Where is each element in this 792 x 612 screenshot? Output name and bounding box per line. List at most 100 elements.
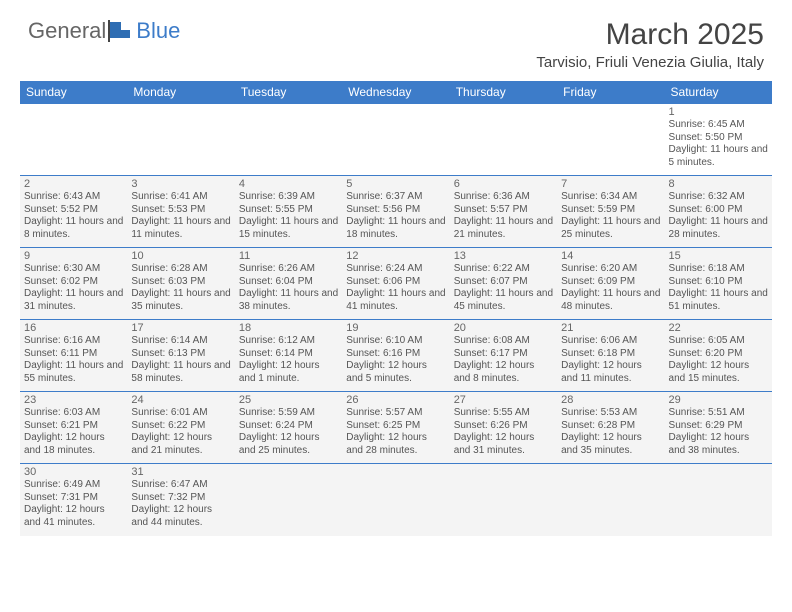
day-info: Sunrise: 6:22 AMSunset: 6:07 PMDaylight:… bbox=[454, 263, 553, 313]
day-info: Sunrise: 6:24 AMSunset: 6:06 PMDaylight:… bbox=[346, 263, 445, 313]
day-number: 8 bbox=[669, 178, 768, 190]
calendar-cell: 16Sunrise: 6:16 AMSunset: 6:11 PMDayligh… bbox=[20, 320, 127, 392]
calendar-cell: 8Sunrise: 6:32 AMSunset: 6:00 PMDaylight… bbox=[665, 176, 772, 248]
day-number: 17 bbox=[131, 322, 230, 334]
calendar-cell: 19Sunrise: 6:10 AMSunset: 6:16 PMDayligh… bbox=[342, 320, 449, 392]
sunrise-text: Sunrise: 6:41 AM bbox=[131, 191, 230, 204]
daylight-text: Daylight: 11 hours and 55 minutes. bbox=[24, 360, 123, 385]
sunrise-text: Sunrise: 6:30 AM bbox=[24, 263, 123, 276]
day-info: Sunrise: 6:45 AMSunset: 5:50 PMDaylight:… bbox=[669, 119, 768, 169]
day-info: Sunrise: 6:47 AMSunset: 7:32 PMDaylight:… bbox=[131, 479, 230, 529]
day-info: Sunrise: 6:37 AMSunset: 5:56 PMDaylight:… bbox=[346, 191, 445, 241]
daylight-text: Daylight: 12 hours and 1 minute. bbox=[239, 360, 338, 385]
calendar-cell bbox=[235, 104, 342, 176]
sunset-text: Sunset: 6:24 PM bbox=[239, 420, 338, 433]
title-block: March 2025 Tarvisio, Friuli Venezia Giul… bbox=[536, 18, 764, 71]
day-info: Sunrise: 6:26 AMSunset: 6:04 PMDaylight:… bbox=[239, 263, 338, 313]
day-number: 23 bbox=[24, 394, 123, 406]
day-number: 30 bbox=[24, 466, 123, 478]
day-info: Sunrise: 6:08 AMSunset: 6:17 PMDaylight:… bbox=[454, 335, 553, 385]
day-number: 2 bbox=[24, 178, 123, 190]
sunrise-text: Sunrise: 5:57 AM bbox=[346, 407, 445, 420]
daylight-text: Daylight: 12 hours and 15 minutes. bbox=[669, 360, 768, 385]
day-number: 1 bbox=[669, 106, 768, 118]
daylight-text: Daylight: 12 hours and 21 minutes. bbox=[131, 432, 230, 457]
day-number: 29 bbox=[669, 394, 768, 406]
daylight-text: Daylight: 11 hours and 51 minutes. bbox=[669, 288, 768, 313]
daylight-text: Daylight: 11 hours and 38 minutes. bbox=[239, 288, 338, 313]
calendar-cell: 20Sunrise: 6:08 AMSunset: 6:17 PMDayligh… bbox=[450, 320, 557, 392]
daylight-text: Daylight: 11 hours and 41 minutes. bbox=[346, 288, 445, 313]
sunset-text: Sunset: 6:21 PM bbox=[24, 420, 123, 433]
day-info: Sunrise: 6:14 AMSunset: 6:13 PMDaylight:… bbox=[131, 335, 230, 385]
calendar-cell: 21Sunrise: 6:06 AMSunset: 6:18 PMDayligh… bbox=[557, 320, 664, 392]
day-number: 25 bbox=[239, 394, 338, 406]
sunset-text: Sunset: 6:02 PM bbox=[24, 276, 123, 289]
calendar-cell: 27Sunrise: 5:55 AMSunset: 6:26 PMDayligh… bbox=[450, 392, 557, 464]
day-number: 26 bbox=[346, 394, 445, 406]
calendar-cell: 15Sunrise: 6:18 AMSunset: 6:10 PMDayligh… bbox=[665, 248, 772, 320]
daylight-text: Daylight: 11 hours and 8 minutes. bbox=[24, 216, 123, 241]
calendar-cell: 23Sunrise: 6:03 AMSunset: 6:21 PMDayligh… bbox=[20, 392, 127, 464]
sunrise-text: Sunrise: 6:12 AM bbox=[239, 335, 338, 348]
sunrise-text: Sunrise: 6:45 AM bbox=[669, 119, 768, 132]
sunset-text: Sunset: 6:13 PM bbox=[131, 348, 230, 361]
sunset-text: Sunset: 6:26 PM bbox=[454, 420, 553, 433]
day-number: 15 bbox=[669, 250, 768, 262]
day-number: 14 bbox=[561, 250, 660, 262]
sunrise-text: Sunrise: 6:18 AM bbox=[669, 263, 768, 276]
calendar-cell: 12Sunrise: 6:24 AMSunset: 6:06 PMDayligh… bbox=[342, 248, 449, 320]
calendar-cell: 6Sunrise: 6:36 AMSunset: 5:57 PMDaylight… bbox=[450, 176, 557, 248]
daylight-text: Daylight: 12 hours and 38 minutes. bbox=[669, 432, 768, 457]
sunset-text: Sunset: 5:52 PM bbox=[24, 204, 123, 217]
calendar-cell: 28Sunrise: 5:53 AMSunset: 6:28 PMDayligh… bbox=[557, 392, 664, 464]
calendar-row: 16Sunrise: 6:16 AMSunset: 6:11 PMDayligh… bbox=[20, 320, 772, 392]
sunrise-text: Sunrise: 6:16 AM bbox=[24, 335, 123, 348]
day-info: Sunrise: 6:43 AMSunset: 5:52 PMDaylight:… bbox=[24, 191, 123, 241]
calendar-table: Sunday Monday Tuesday Wednesday Thursday… bbox=[20, 81, 772, 536]
day-info: Sunrise: 6:49 AMSunset: 7:31 PMDaylight:… bbox=[24, 479, 123, 529]
sunset-text: Sunset: 6:10 PM bbox=[669, 276, 768, 289]
calendar-cell: 10Sunrise: 6:28 AMSunset: 6:03 PMDayligh… bbox=[127, 248, 234, 320]
day-info: Sunrise: 6:10 AMSunset: 6:16 PMDaylight:… bbox=[346, 335, 445, 385]
day-info: Sunrise: 6:41 AMSunset: 5:53 PMDaylight:… bbox=[131, 191, 230, 241]
day-number: 20 bbox=[454, 322, 553, 334]
sunset-text: Sunset: 5:50 PM bbox=[669, 132, 768, 145]
sunset-text: Sunset: 5:57 PM bbox=[454, 204, 553, 217]
calendar-cell: 22Sunrise: 6:05 AMSunset: 6:20 PMDayligh… bbox=[665, 320, 772, 392]
day-number: 12 bbox=[346, 250, 445, 262]
sunrise-text: Sunrise: 5:59 AM bbox=[239, 407, 338, 420]
sunset-text: Sunset: 6:04 PM bbox=[239, 276, 338, 289]
sunrise-text: Sunrise: 6:39 AM bbox=[239, 191, 338, 204]
calendar-cell: 26Sunrise: 5:57 AMSunset: 6:25 PMDayligh… bbox=[342, 392, 449, 464]
logo-text-general: General bbox=[28, 18, 106, 44]
calendar-body: 1Sunrise: 6:45 AMSunset: 5:50 PMDaylight… bbox=[20, 104, 772, 536]
calendar-cell bbox=[20, 104, 127, 176]
day-number: 24 bbox=[131, 394, 230, 406]
day-info: Sunrise: 6:18 AMSunset: 6:10 PMDaylight:… bbox=[669, 263, 768, 313]
day-info: Sunrise: 6:36 AMSunset: 5:57 PMDaylight:… bbox=[454, 191, 553, 241]
calendar-cell: 31Sunrise: 6:47 AMSunset: 7:32 PMDayligh… bbox=[127, 464, 234, 536]
calendar-cell: 5Sunrise: 6:37 AMSunset: 5:56 PMDaylight… bbox=[342, 176, 449, 248]
day-info: Sunrise: 5:51 AMSunset: 6:29 PMDaylight:… bbox=[669, 407, 768, 457]
calendar-cell: 18Sunrise: 6:12 AMSunset: 6:14 PMDayligh… bbox=[235, 320, 342, 392]
calendar-cell: 1Sunrise: 6:45 AMSunset: 5:50 PMDaylight… bbox=[665, 104, 772, 176]
day-number: 13 bbox=[454, 250, 553, 262]
calendar-cell bbox=[665, 464, 772, 536]
day-info: Sunrise: 5:53 AMSunset: 6:28 PMDaylight:… bbox=[561, 407, 660, 457]
daylight-text: Daylight: 11 hours and 25 minutes. bbox=[561, 216, 660, 241]
calendar-cell: 3Sunrise: 6:41 AMSunset: 5:53 PMDaylight… bbox=[127, 176, 234, 248]
sunrise-text: Sunrise: 6:32 AM bbox=[669, 191, 768, 204]
sunset-text: Sunset: 6:28 PM bbox=[561, 420, 660, 433]
weekday-header: Wednesday bbox=[342, 81, 449, 104]
day-info: Sunrise: 6:05 AMSunset: 6:20 PMDaylight:… bbox=[669, 335, 768, 385]
daylight-text: Daylight: 12 hours and 41 minutes. bbox=[24, 504, 123, 529]
sunset-text: Sunset: 6:18 PM bbox=[561, 348, 660, 361]
sunrise-text: Sunrise: 6:24 AM bbox=[346, 263, 445, 276]
day-info: Sunrise: 6:39 AMSunset: 5:55 PMDaylight:… bbox=[239, 191, 338, 241]
day-number: 11 bbox=[239, 250, 338, 262]
sunset-text: Sunset: 7:31 PM bbox=[24, 492, 123, 505]
calendar-cell: 2Sunrise: 6:43 AMSunset: 5:52 PMDaylight… bbox=[20, 176, 127, 248]
day-number: 22 bbox=[669, 322, 768, 334]
daylight-text: Daylight: 11 hours and 45 minutes. bbox=[454, 288, 553, 313]
